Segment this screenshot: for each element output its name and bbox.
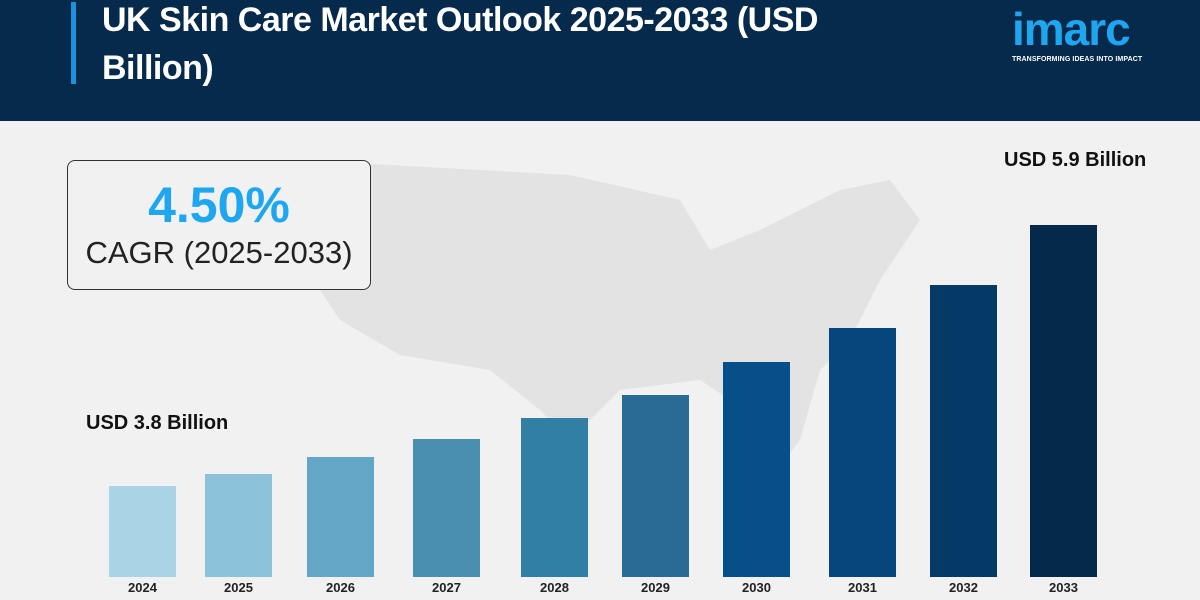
imarc-logo: imarc TRANSFORMING IDEAS INTO IMPACT bbox=[1012, 4, 1162, 63]
bar-2026 bbox=[307, 457, 374, 577]
x-tick-label: 2028 bbox=[540, 580, 569, 595]
bar-2024 bbox=[109, 486, 176, 577]
annotation-end: USD 5.9 Billion bbox=[1004, 149, 1147, 171]
x-tick-label: 2027 bbox=[432, 580, 461, 595]
x-tick-label: 2024 bbox=[128, 580, 158, 595]
bar-2025 bbox=[205, 474, 272, 577]
annotation-start: USD 3.8 Billion bbox=[86, 412, 229, 434]
bar-2028 bbox=[521, 418, 588, 577]
bar-2033 bbox=[1030, 225, 1097, 577]
x-tick-label: 2032 bbox=[949, 580, 978, 595]
x-tick-label: 2026 bbox=[326, 580, 355, 595]
x-tick-label: 2025 bbox=[224, 580, 253, 595]
bar-2031 bbox=[829, 328, 896, 577]
cagr-value: 4.50% bbox=[148, 177, 290, 233]
logo-tagline: TRANSFORMING IDEAS INTO IMPACT bbox=[1012, 56, 1143, 63]
bar-2030 bbox=[723, 362, 790, 577]
title-accent-bar bbox=[71, 2, 76, 84]
x-tick-label: 2033 bbox=[1049, 580, 1078, 595]
cagr-label: CAGR (2025-2033) bbox=[85, 235, 353, 270]
page-title: UK Skin Care Market Outlook 2025-2033 (U… bbox=[102, 1, 818, 87]
x-tick-label: 2029 bbox=[641, 580, 670, 595]
header-banner: UK Skin Care Market Outlook 2025-2033 (U… bbox=[0, 0, 1200, 121]
cagr-box: 4.50% CAGR (2025-2033) bbox=[67, 160, 371, 290]
bar-2032 bbox=[930, 285, 997, 577]
x-tick-label: 2030 bbox=[742, 580, 771, 595]
logo-word: imarc bbox=[1012, 3, 1131, 55]
bar-2029 bbox=[622, 395, 689, 577]
bar-2027 bbox=[413, 439, 480, 577]
x-tick-label: 2031 bbox=[848, 580, 877, 595]
